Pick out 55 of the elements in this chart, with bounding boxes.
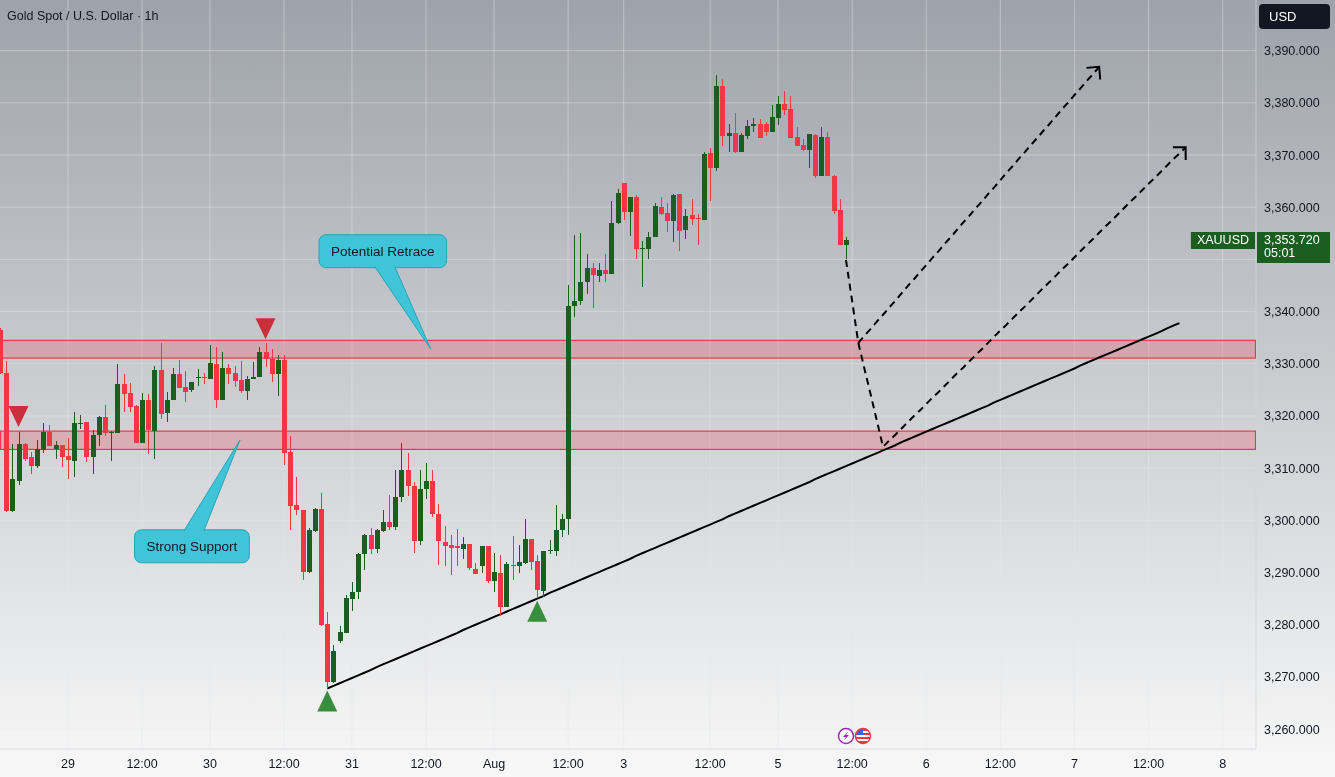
y-tick-label: 3,360.000: [1264, 200, 1320, 215]
x-tick-label: 12:00: [694, 757, 726, 771]
x-tick-label: 29: [60, 757, 75, 771]
y-axis-title: USD: [1269, 9, 1297, 24]
candlestick: [276, 355, 281, 396]
annotation: Strong Support: [146, 539, 238, 555]
x-tick-label: 12:00: [1132, 757, 1165, 771]
y-tick-label: 3,260.000: [1264, 722, 1320, 737]
x-tick-label: 7: [1070, 757, 1078, 771]
candlestick: [424, 462, 429, 499]
x-tick-label: 12:00: [552, 757, 584, 771]
candlestick: [708, 148, 713, 202]
x-tick-label: 12:00: [836, 757, 868, 771]
point: [8, 406, 29, 428]
text: 3,353.720: [1264, 233, 1320, 248]
y-tick-label: 3,300.000: [1264, 513, 1320, 528]
candlestick: [727, 124, 732, 152]
annotation: Potential Retrace: [331, 244, 435, 260]
candlestick: [511, 536, 516, 580]
x-tick-label: 12:00: [126, 757, 158, 771]
point: [527, 600, 548, 622]
y-tick-label: 3,320.000: [1264, 409, 1320, 424]
annotation: XAUUSD: [1196, 233, 1249, 248]
y-tick-label: 3,270.000: [1264, 670, 1320, 685]
point: [255, 318, 276, 340]
y-tick-label: 3,290.000: [1264, 566, 1320, 581]
x-tick-label: 31: [345, 757, 359, 771]
candlestick: [473, 563, 478, 574]
y-tick-label: 3,340.000: [1264, 305, 1320, 320]
x-tick-label: 12:00: [268, 757, 300, 771]
x-tick-label: Aug: [482, 757, 506, 771]
text: 05:01: [1264, 246, 1296, 261]
y-tick-label: 3,390.000: [1264, 44, 1320, 59]
x-tick-label: 3: [620, 757, 628, 771]
candlestick: [844, 236, 849, 260]
x-tick-label: 5: [774, 757, 782, 771]
candlestick: [387, 495, 392, 530]
point: [317, 690, 338, 712]
x-tick-label: 12:00: [410, 757, 442, 771]
candlestick: [196, 369, 201, 386]
candlestick: [572, 234, 577, 318]
x-tick-label: 6: [922, 757, 930, 771]
text: Gold Spot / U.S. Dollar · 1h: [7, 9, 159, 23]
candlestick: [226, 363, 231, 385]
y-tick-label: 3,280.000: [1264, 618, 1320, 633]
x-tick-label: 12:00: [984, 757, 1017, 771]
candlestick: [264, 343, 269, 368]
y-tick-label: 3,380.000: [1264, 96, 1320, 111]
x-tick-label: 30: [203, 757, 217, 771]
candlestick: [597, 263, 602, 283]
y-tick-label: 3,370.000: [1264, 148, 1320, 163]
y-tick-label: 3,310.000: [1264, 461, 1320, 476]
candlestick: [202, 372, 207, 385]
x-tick-label: 8: [1219, 757, 1227, 771]
y-tick-label: 3,330.000: [1264, 357, 1320, 372]
